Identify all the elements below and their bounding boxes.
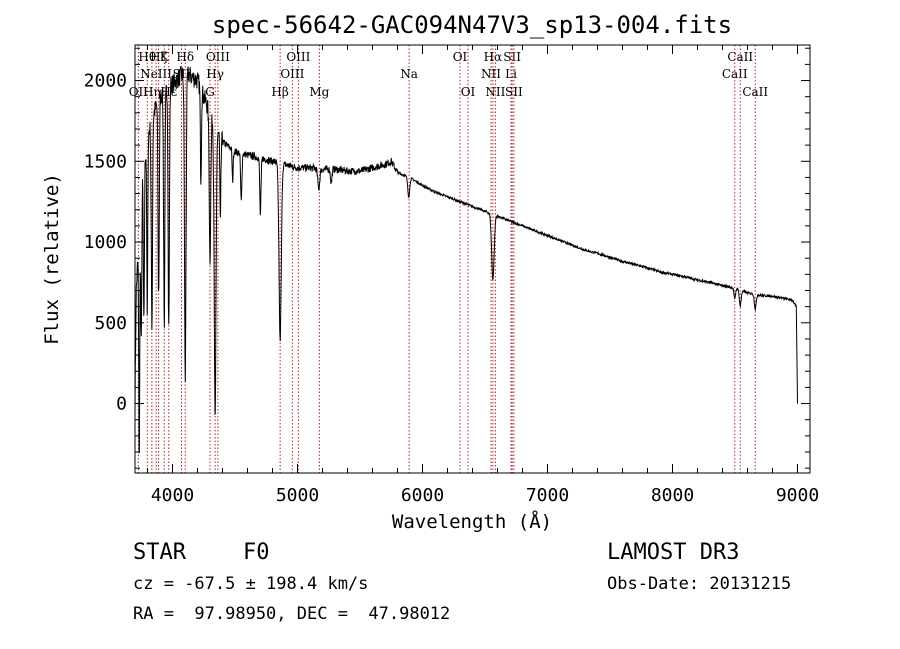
y-tick-label: 0 (116, 394, 127, 415)
y-axis-label: Flux (relative) (41, 173, 63, 345)
line-marker-label: Hγ (206, 67, 224, 81)
line-marker-label: Hβ (271, 85, 288, 99)
axis-ticks: 4000 5000 6000 7000 8000 9000 0 500 1000 1500 2000 (84, 45, 819, 506)
line-marker-label: Mg (309, 85, 329, 99)
x-tick-label: 6000 (401, 485, 444, 506)
y-tick-label: 500 (94, 313, 127, 334)
survey-name: LAMOST DR3 (607, 540, 740, 565)
line-marker-label: Hδ (176, 50, 194, 64)
line-marker-label: CaII (722, 67, 748, 81)
observation-date: Obs-Date: 20131215 (607, 574, 792, 594)
spectrum-line (134, 65, 798, 454)
x-tick-label: 7000 (526, 485, 569, 506)
line-marker-label: G (205, 85, 215, 99)
y-tick-label: 1500 (84, 151, 127, 172)
line-marker-label: SII (505, 85, 523, 99)
y-tick-label: 1000 (84, 232, 127, 253)
object-class: STAR (133, 540, 186, 565)
line-marker-label: SII (503, 50, 521, 64)
line-marker-label: Hη (143, 85, 161, 99)
line-marker-label: OI (461, 85, 476, 99)
line-marker-label: OII (129, 85, 149, 99)
line-marker-label: Hζ (150, 50, 167, 64)
line-marker-label: NeIII (140, 67, 172, 81)
line-markers: OIIHθHηNeIIIHζKHεSIIHδGHγOIIIHβOIIIOIIIM… (129, 45, 768, 473)
line-marker-label: OI (453, 50, 468, 64)
line-marker-label: NII (481, 67, 501, 81)
x-tick-label: 8000 (651, 485, 694, 506)
line-marker-label: CaII (727, 50, 753, 64)
plot-frame (134, 44, 811, 474)
line-marker-label: OIII (286, 50, 310, 64)
line-marker-label: Li (505, 67, 517, 81)
x-tick-label: 9000 (776, 485, 819, 506)
coordinates-readout: RA = 97.98950, DEC = 47.98012 (133, 604, 451, 624)
x-axis-label: Wavelength (Å) (392, 510, 552, 533)
line-marker-label: Na (400, 67, 418, 81)
chart-title: spec-56642-GAC094N47V3_sp13-004.fits (212, 11, 732, 39)
y-tick-label: 2000 (84, 71, 127, 92)
spectral-subclass: F0 (243, 540, 270, 565)
line-marker-label: Hα (484, 50, 503, 64)
x-tick-label: 5000 (276, 485, 319, 506)
line-marker-label: CaII (742, 85, 768, 99)
line-marker-label: NII (485, 85, 505, 99)
line-marker-label: OIII (206, 50, 230, 64)
redshift-readout: cz = -67.5 ± 198.4 km/s (133, 574, 369, 594)
line-marker-label: K (160, 50, 170, 64)
x-tick-label: 4000 (151, 485, 194, 506)
spectrum-layer (134, 65, 798, 454)
line-marker-label: OIII (280, 67, 304, 81)
